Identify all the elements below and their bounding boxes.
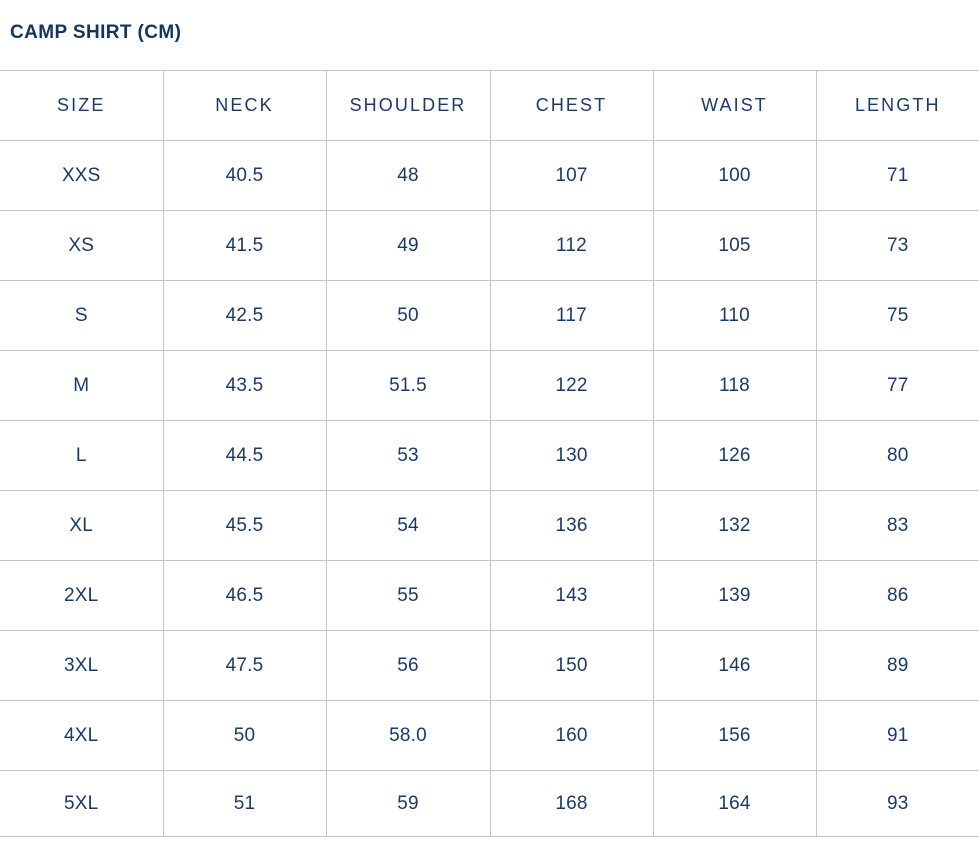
cell-chest: 143 [490, 560, 654, 631]
cell-shoulder: 53 [326, 420, 491, 491]
page-title: CAMP SHIRT (CM) [10, 22, 182, 43]
cell-chest: 122 [490, 350, 654, 421]
cell-chest: 130 [490, 420, 654, 491]
cell-waist: 126 [653, 420, 817, 491]
cell-neck: 43.5 [163, 350, 327, 421]
table-row: XL 45.5 54 136 132 83 [0, 490, 979, 561]
cell-chest: 136 [490, 490, 654, 561]
column-header-shoulder: SHOULDER [326, 70, 491, 141]
cell-waist: 139 [653, 560, 817, 631]
cell-neck: 51 [163, 770, 327, 837]
cell-chest: 117 [490, 280, 654, 351]
cell-length: 89 [816, 630, 979, 701]
cell-size: 2XL [0, 560, 164, 631]
cell-shoulder: 56 [326, 630, 491, 701]
cell-neck: 40.5 [163, 140, 327, 211]
cell-waist: 132 [653, 490, 817, 561]
cell-neck: 47.5 [163, 630, 327, 701]
table-row: S 42.5 50 117 110 75 [0, 280, 979, 351]
cell-length: 71 [816, 140, 979, 211]
table-row: 3XL 47.5 56 150 146 89 [0, 630, 979, 701]
cell-size: 4XL [0, 700, 164, 771]
cell-length: 86 [816, 560, 979, 631]
table-body: XXS 40.5 48 107 100 71 XS 41.5 49 112 10… [0, 140, 979, 837]
table-row: L 44.5 53 130 126 80 [0, 420, 979, 491]
cell-shoulder: 54 [326, 490, 491, 561]
cell-chest: 168 [490, 770, 654, 837]
cell-chest: 160 [490, 700, 654, 771]
cell-size: XS [0, 210, 164, 281]
cell-shoulder: 49 [326, 210, 491, 281]
cell-shoulder: 50 [326, 280, 491, 351]
cell-chest: 150 [490, 630, 654, 701]
table-header: SIZE NECK SHOULDER CHEST WAIST LENGTH [0, 70, 979, 141]
cell-neck: 42.5 [163, 280, 327, 351]
column-header-length: LENGTH [816, 70, 979, 141]
column-header-waist: WAIST [653, 70, 817, 141]
cell-shoulder: 55 [326, 560, 491, 631]
cell-neck: 44.5 [163, 420, 327, 491]
cell-length: 93 [816, 770, 979, 837]
cell-size: L [0, 420, 164, 491]
cell-shoulder: 58.0 [326, 700, 491, 771]
cell-shoulder: 51.5 [326, 350, 491, 421]
table-row: M 43.5 51.5 122 118 77 [0, 350, 979, 421]
cell-neck: 50 [163, 700, 327, 771]
table-row: 2XL 46.5 55 143 139 86 [0, 560, 979, 631]
cell-chest: 107 [490, 140, 654, 211]
cell-length: 73 [816, 210, 979, 281]
cell-waist: 105 [653, 210, 817, 281]
table-row: 5XL 51 59 168 164 93 [0, 770, 979, 837]
table-row: 4XL 50 58.0 160 156 91 [0, 700, 979, 771]
cell-neck: 46.5 [163, 560, 327, 631]
cell-size: S [0, 280, 164, 351]
cell-waist: 110 [653, 280, 817, 351]
column-header-neck: NECK [163, 70, 327, 141]
cell-size: XXS [0, 140, 164, 211]
table-row: XS 41.5 49 112 105 73 [0, 210, 979, 281]
cell-waist: 100 [653, 140, 817, 211]
cell-waist: 146 [653, 630, 817, 701]
size-chart-table: SIZE NECK SHOULDER CHEST WAIST LENGTH XX… [0, 70, 979, 837]
cell-shoulder: 48 [326, 140, 491, 211]
cell-waist: 118 [653, 350, 817, 421]
cell-size: XL [0, 490, 164, 561]
table-row: XXS 40.5 48 107 100 71 [0, 140, 979, 211]
cell-length: 77 [816, 350, 979, 421]
cell-length: 80 [816, 420, 979, 491]
cell-length: 75 [816, 280, 979, 351]
cell-waist: 164 [653, 770, 817, 837]
cell-chest: 112 [490, 210, 654, 281]
cell-waist: 156 [653, 700, 817, 771]
cell-size: 3XL [0, 630, 164, 701]
cell-length: 91 [816, 700, 979, 771]
cell-size: M [0, 350, 164, 421]
column-header-chest: CHEST [490, 70, 654, 141]
cell-size: 5XL [0, 770, 164, 837]
cell-neck: 41.5 [163, 210, 327, 281]
cell-shoulder: 59 [326, 770, 491, 837]
cell-neck: 45.5 [163, 490, 327, 561]
table-header-row: SIZE NECK SHOULDER CHEST WAIST LENGTH [0, 70, 979, 141]
cell-length: 83 [816, 490, 979, 561]
column-header-size: SIZE [0, 70, 164, 141]
